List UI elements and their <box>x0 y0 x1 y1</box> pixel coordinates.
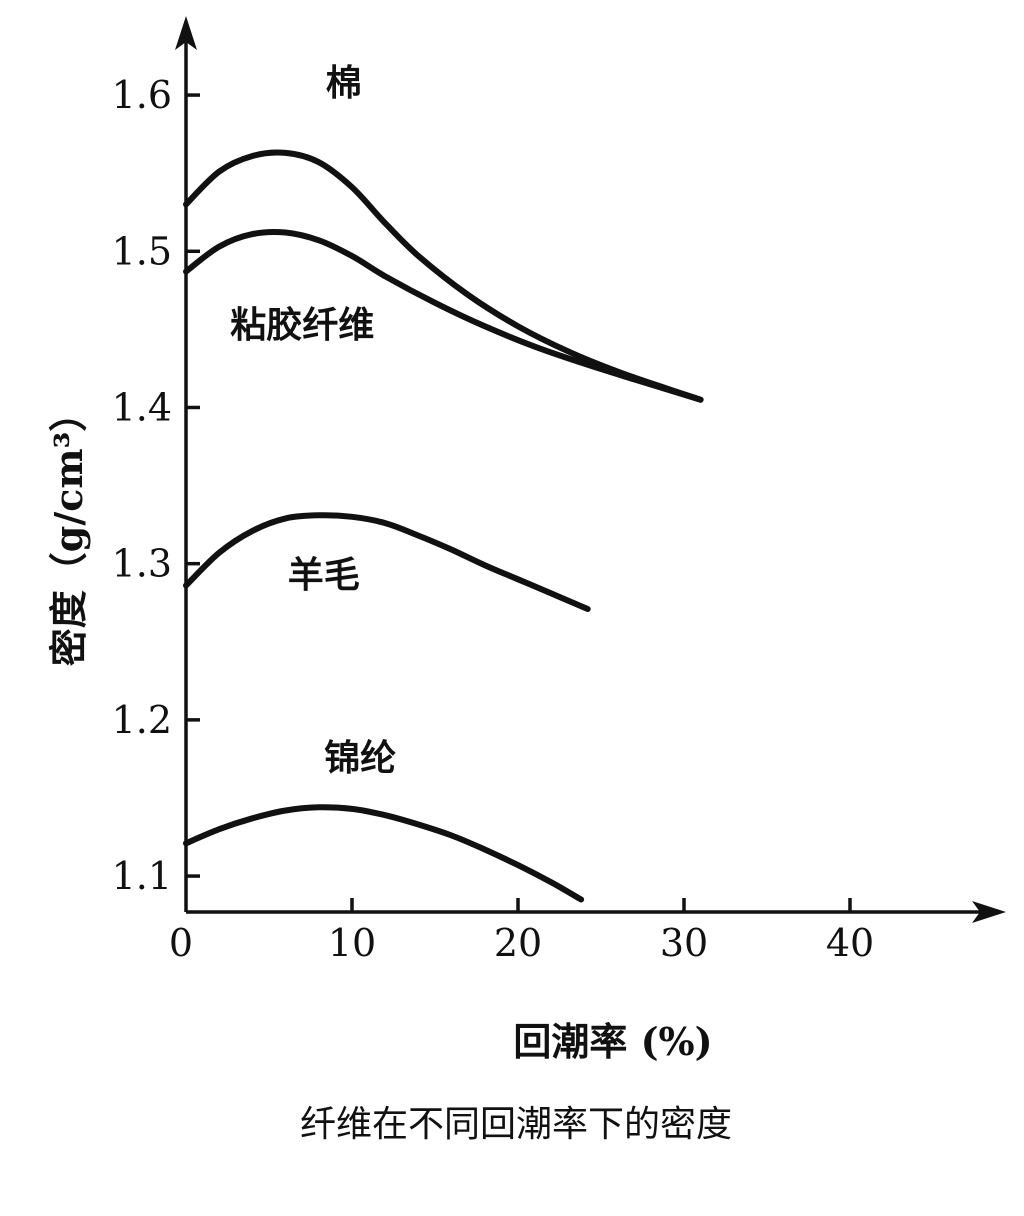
cotton-curve <box>183 149 704 403</box>
chart-caption: 纤维在不同回潮率下的密度 <box>300 1104 732 1145</box>
y-axis-title: 密度（g/cm³） <box>46 394 91 666</box>
x-tick-label: 20 <box>494 921 542 965</box>
y-ticks: 1.1 1.2 1.3 1.4 1.5 1.6 <box>112 73 200 898</box>
series-curves <box>183 149 704 903</box>
cotton-label: 棉 <box>326 62 362 104</box>
y-axis-arrow <box>175 16 197 50</box>
axes <box>175 16 1006 923</box>
viscose-label: 粘胶纤维 <box>230 304 374 346</box>
y-tick-label: 1.4 <box>112 385 172 429</box>
y-tick-label: 1.2 <box>112 698 172 742</box>
x-tick-label: 0 <box>169 921 193 965</box>
y-tick-label: 1.5 <box>112 229 172 273</box>
x-axis-arrow <box>972 901 1006 923</box>
x-tick-label: 40 <box>826 921 874 965</box>
x-ticks: 0 10 20 30 40 <box>169 898 874 965</box>
y-tick-label: 1.6 <box>112 73 172 117</box>
x-tick-label: 30 <box>660 921 708 965</box>
x-tick-label: 10 <box>328 921 376 965</box>
y-tick-label: 1.3 <box>112 542 172 586</box>
y-tick-label: 1.1 <box>112 854 172 898</box>
wool-label: 羊毛 <box>288 554 360 596</box>
nylon-curve <box>183 804 585 903</box>
x-axis-title: 回潮率 (%) <box>513 1019 712 1064</box>
wool-curve <box>183 512 591 612</box>
nylon-label: 锦纶 <box>324 737 396 779</box>
viscose-curve <box>183 228 704 403</box>
